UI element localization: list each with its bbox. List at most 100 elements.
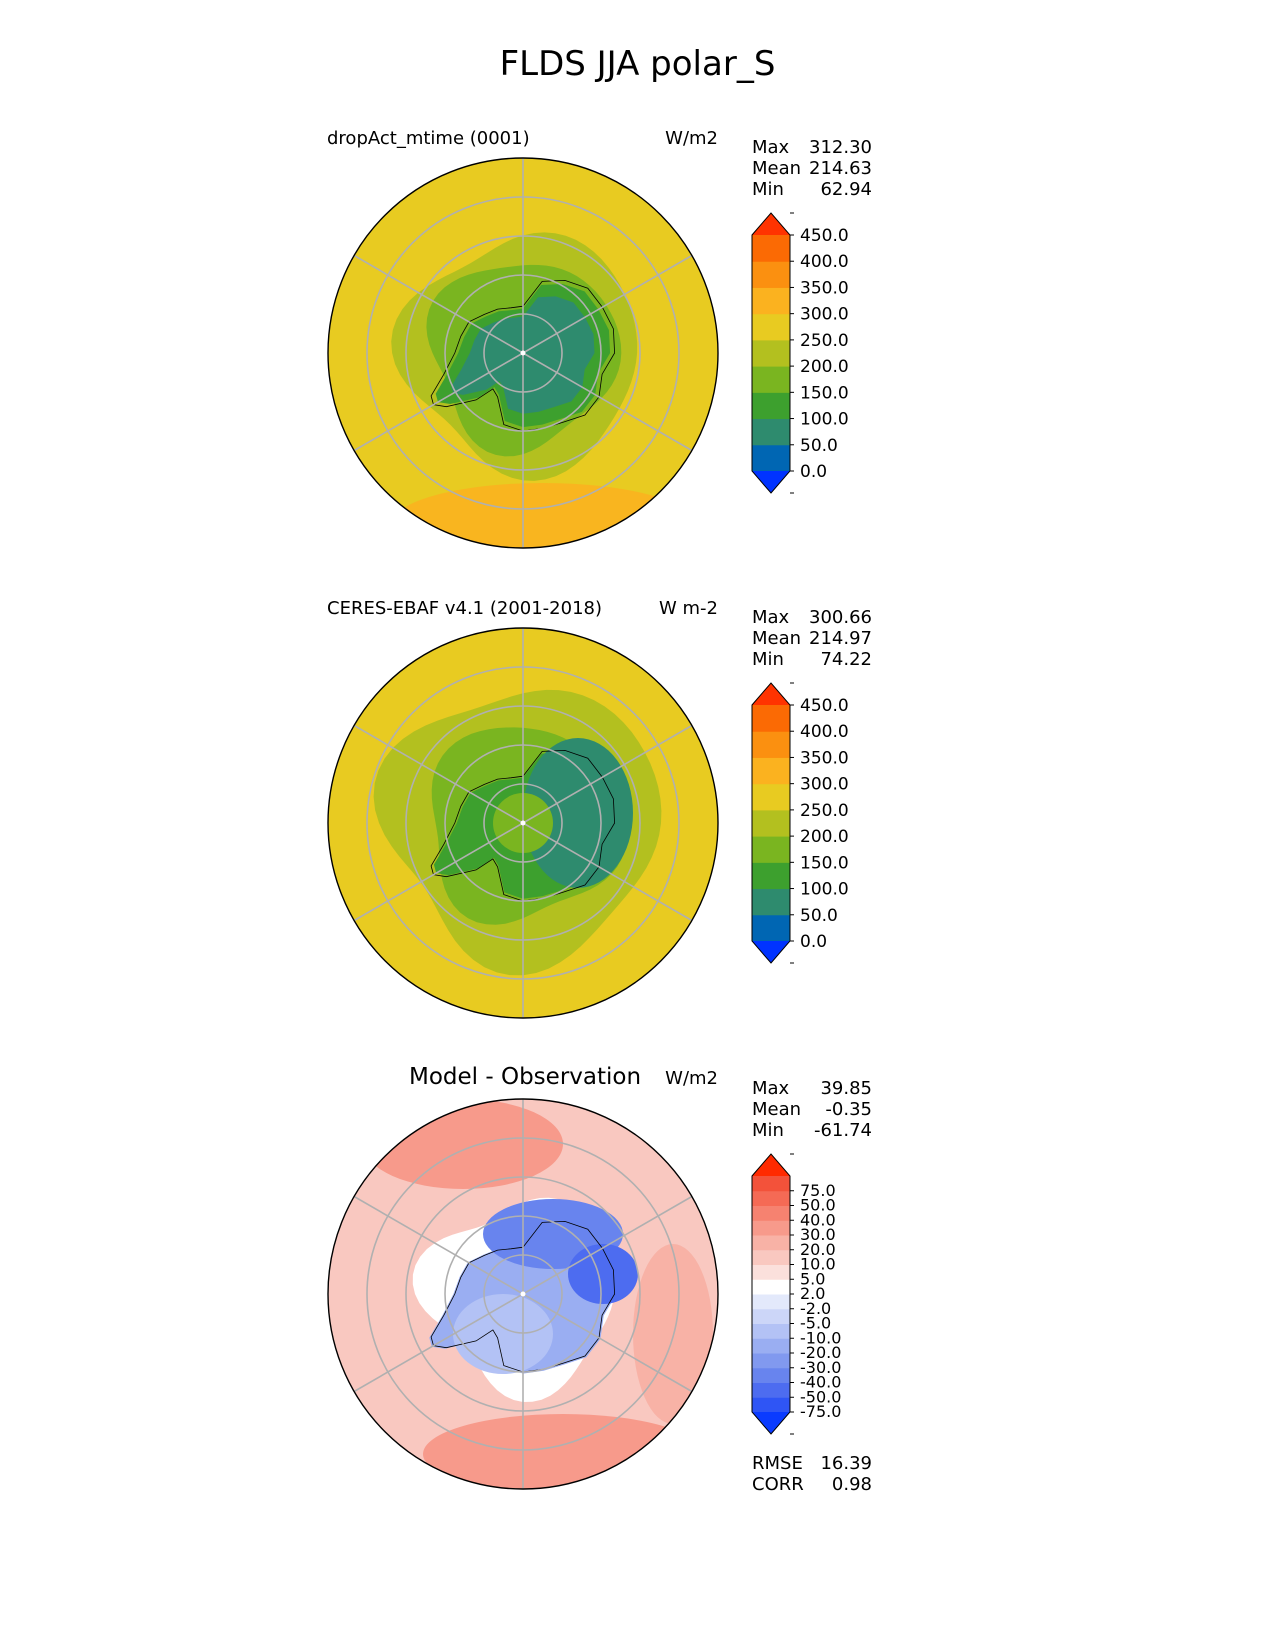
map-boundary xyxy=(327,157,719,549)
colorbar-difference: -75.0-50.0-40.0-30.0-20.0-10.0-5.0-2.02.… xyxy=(751,1153,841,1435)
colorbar-tick-label: 250.0 xyxy=(800,331,849,351)
colorbar-swatch xyxy=(752,1353,790,1369)
metric-value: 0.98 xyxy=(831,1474,872,1495)
stat-label: Min xyxy=(752,649,784,670)
stat-label: Max xyxy=(752,607,790,628)
colorbar-tick-label: 150.0 xyxy=(800,383,849,403)
colorbar-swatch xyxy=(752,1308,790,1324)
colorbar-swatch xyxy=(752,705,790,732)
coastline xyxy=(430,1220,616,1373)
colorbar-swatch xyxy=(752,339,790,367)
colorbar-swatch xyxy=(752,1338,790,1354)
colorbar-tick-label: -5.0 xyxy=(800,1314,831,1333)
stat-value: 214.97 xyxy=(809,628,872,649)
meridian-line xyxy=(353,822,524,922)
map-field xyxy=(328,158,718,548)
colorbar-tick-label: 100.0 xyxy=(800,880,849,900)
colorbar-swatch xyxy=(752,418,790,446)
colorbar-swatch xyxy=(752,366,790,393)
colorbar-swatch xyxy=(752,862,790,890)
stats-difference: Max 39.85 Mean -0.35 Min -61.74 xyxy=(752,1078,872,1144)
colorbar-tick-label: 200.0 xyxy=(800,827,849,847)
colorbar-swatch xyxy=(752,1397,790,1413)
field-band-20-30 xyxy=(363,1099,563,1189)
stat-value: 214.63 xyxy=(809,158,872,179)
colorbar-tick-label: 450.0 xyxy=(800,696,849,716)
metrics-difference: RMSE 16.39 CORR 0.98 xyxy=(752,1453,872,1498)
meridian-line xyxy=(353,254,524,354)
colorbar-tick-label: 350.0 xyxy=(800,748,849,768)
stat-label: Mean xyxy=(752,158,802,179)
colorbar-swatch xyxy=(752,235,790,262)
stat-value: 62.94 xyxy=(820,179,872,200)
colorbar-tick-label: 100.0 xyxy=(800,410,849,430)
colorbar-tick-label: 250.0 xyxy=(800,801,849,821)
meridian-line xyxy=(353,724,524,824)
stat-label: Min xyxy=(752,1120,784,1141)
map-boundary xyxy=(327,627,719,1019)
colorbar-tick-label: 40.0 xyxy=(800,1210,836,1229)
colorbar-swatch xyxy=(752,1264,790,1280)
colorbar-tick-label: 300.0 xyxy=(800,775,849,795)
stat-value: -61.74 xyxy=(813,1120,872,1141)
panel-units-difference: W/m2 xyxy=(665,1068,718,1089)
stat-label: Min xyxy=(752,179,784,200)
colorbar-swatch xyxy=(752,1367,790,1383)
colorbar-reference: 0.0 50.0 100.0 150.0 200.0 250.0 300.0 350.0 400… xyxy=(751,682,849,964)
coastline xyxy=(430,749,616,902)
colorbar-swatch xyxy=(752,783,790,811)
meridian-line xyxy=(522,352,693,452)
colorbar-tick-label: 300.0 xyxy=(800,305,849,325)
colorbar-swatch xyxy=(752,1190,790,1206)
colorbar-tick-label: -50.0 xyxy=(800,1387,841,1406)
colorbar-swatch xyxy=(752,313,790,341)
pole-marker xyxy=(520,820,526,826)
colorbar-extend-bottom xyxy=(752,471,790,493)
stat-value: 312.30 xyxy=(809,137,872,158)
meridian-line xyxy=(522,1293,693,1393)
colorbar-tick-label: 50.0 xyxy=(800,436,838,456)
panel-title-difference: Model - Observation xyxy=(409,1064,642,1090)
colorbar-tick-label: -20.0 xyxy=(800,1343,841,1362)
colorbar-swatch xyxy=(752,1235,790,1251)
colorbar-tick-label: -30.0 xyxy=(800,1358,841,1377)
map-boundary xyxy=(327,1098,719,1490)
colorbar-tick-label: 450.0 xyxy=(800,226,849,246)
colorbar-swatch xyxy=(752,287,790,315)
panel-units-test: W/m2 xyxy=(665,128,718,149)
colorbar-extend-top xyxy=(752,213,790,235)
meridian-line xyxy=(353,1195,524,1295)
colorbar-test: 0.0 50.0 100.0 150.0 200.0 250.0 300.0 350.0 400… xyxy=(751,212,849,494)
panel-title-reference: CERES-EBAF v4.1 (2001-2018) xyxy=(327,598,603,619)
metric-value: 16.39 xyxy=(820,1453,872,1474)
field-band-20-30 xyxy=(423,1414,703,1489)
colorbar-extend-bottom xyxy=(752,1412,790,1434)
meridian-line xyxy=(522,822,693,922)
colorbar-swatch xyxy=(752,731,790,758)
colorbar-tick-label: 150.0 xyxy=(800,853,849,873)
polar-map-reference xyxy=(327,627,719,1019)
metric-label: RMSE xyxy=(752,1453,803,1474)
colorbar-swatch xyxy=(752,914,790,942)
panel-title-test: dropAct_mtime (0001) xyxy=(327,128,530,149)
colorbar-extend-top xyxy=(752,1154,790,1176)
colorbar-swatch xyxy=(752,1220,790,1236)
colorbar-tick-label: 50.0 xyxy=(800,906,838,926)
colorbar-tick-label: 5.0 xyxy=(800,1269,825,1288)
colorbar-swatch xyxy=(752,1249,790,1265)
stat-value: 74.22 xyxy=(820,649,872,670)
pole-marker xyxy=(520,350,526,356)
panel-units-reference: W m-2 xyxy=(658,598,718,619)
colorbar-tick-label: 200.0 xyxy=(800,357,849,377)
stats-reference: Max 300.66 Mean 214.97 Min 74.22 xyxy=(752,607,872,673)
colorbar-swatch xyxy=(752,836,790,863)
colorbar-tick-label: 400.0 xyxy=(800,252,849,272)
coastline xyxy=(430,279,616,432)
metric-label: CORR xyxy=(752,1474,804,1495)
colorbar-swatch xyxy=(752,1323,790,1339)
colorbar-tick-label: 10.0 xyxy=(800,1255,836,1274)
colorbar-swatch xyxy=(752,888,790,916)
colorbar-swatch xyxy=(752,1382,790,1398)
stats-test: Max 312.30 Mean 214.63 Min 62.94 xyxy=(752,137,872,203)
meridian-line xyxy=(522,254,693,354)
